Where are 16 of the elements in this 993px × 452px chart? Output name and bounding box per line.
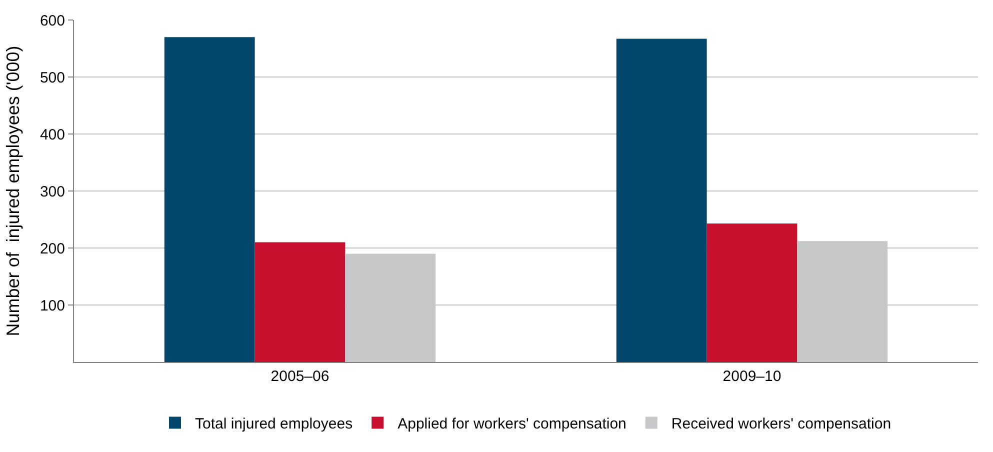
bar [164,37,255,362]
y-axis-title: Number of injured employees ('000) [3,46,24,336]
x-tick-label: 2009–10 [722,368,782,385]
x-tick-label: 2005–06 [270,368,330,385]
y-tick-label: 600 [40,12,65,30]
bar [254,242,346,362]
legend-label: Total injured employees [195,416,353,433]
legend-label: Applied for workers' compensation [398,416,626,433]
y-tick-label: 300 [40,183,65,200]
bar [616,38,707,362]
y-tick-label: 500 [40,69,65,86]
y-tick-label: 400 [40,126,65,144]
legend-label: Received workers' compensation [671,416,892,433]
y-tick-label: 200 [40,240,65,258]
y-tick-label: 100 [40,297,65,314]
bar [706,223,798,362]
